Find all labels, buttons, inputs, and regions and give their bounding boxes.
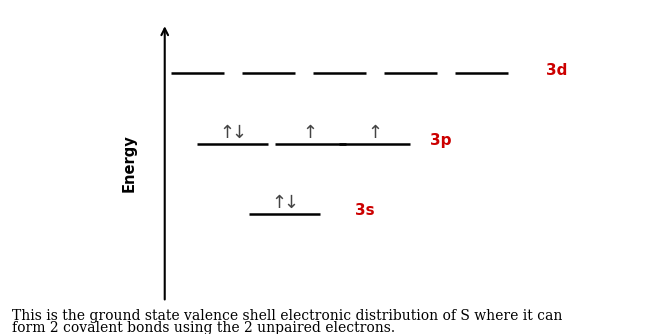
Text: ↑: ↑ <box>302 124 318 142</box>
Text: 3s: 3s <box>355 203 375 218</box>
Text: Energy: Energy <box>121 134 137 192</box>
Text: This is the ground state valence shell electronic distribution of S where it can: This is the ground state valence shell e… <box>12 309 562 323</box>
Text: ↑: ↑ <box>271 194 287 212</box>
Text: ↓: ↓ <box>231 124 247 142</box>
Text: ↓: ↓ <box>283 194 298 212</box>
Text: ↑: ↑ <box>220 124 235 142</box>
Text: form 2 covalent bonds using the 2 unpaired electrons.: form 2 covalent bonds using the 2 unpair… <box>12 321 395 334</box>
Text: ↑: ↑ <box>367 124 382 142</box>
Text: 3p: 3p <box>430 133 451 148</box>
Text: 3d: 3d <box>546 63 567 77</box>
